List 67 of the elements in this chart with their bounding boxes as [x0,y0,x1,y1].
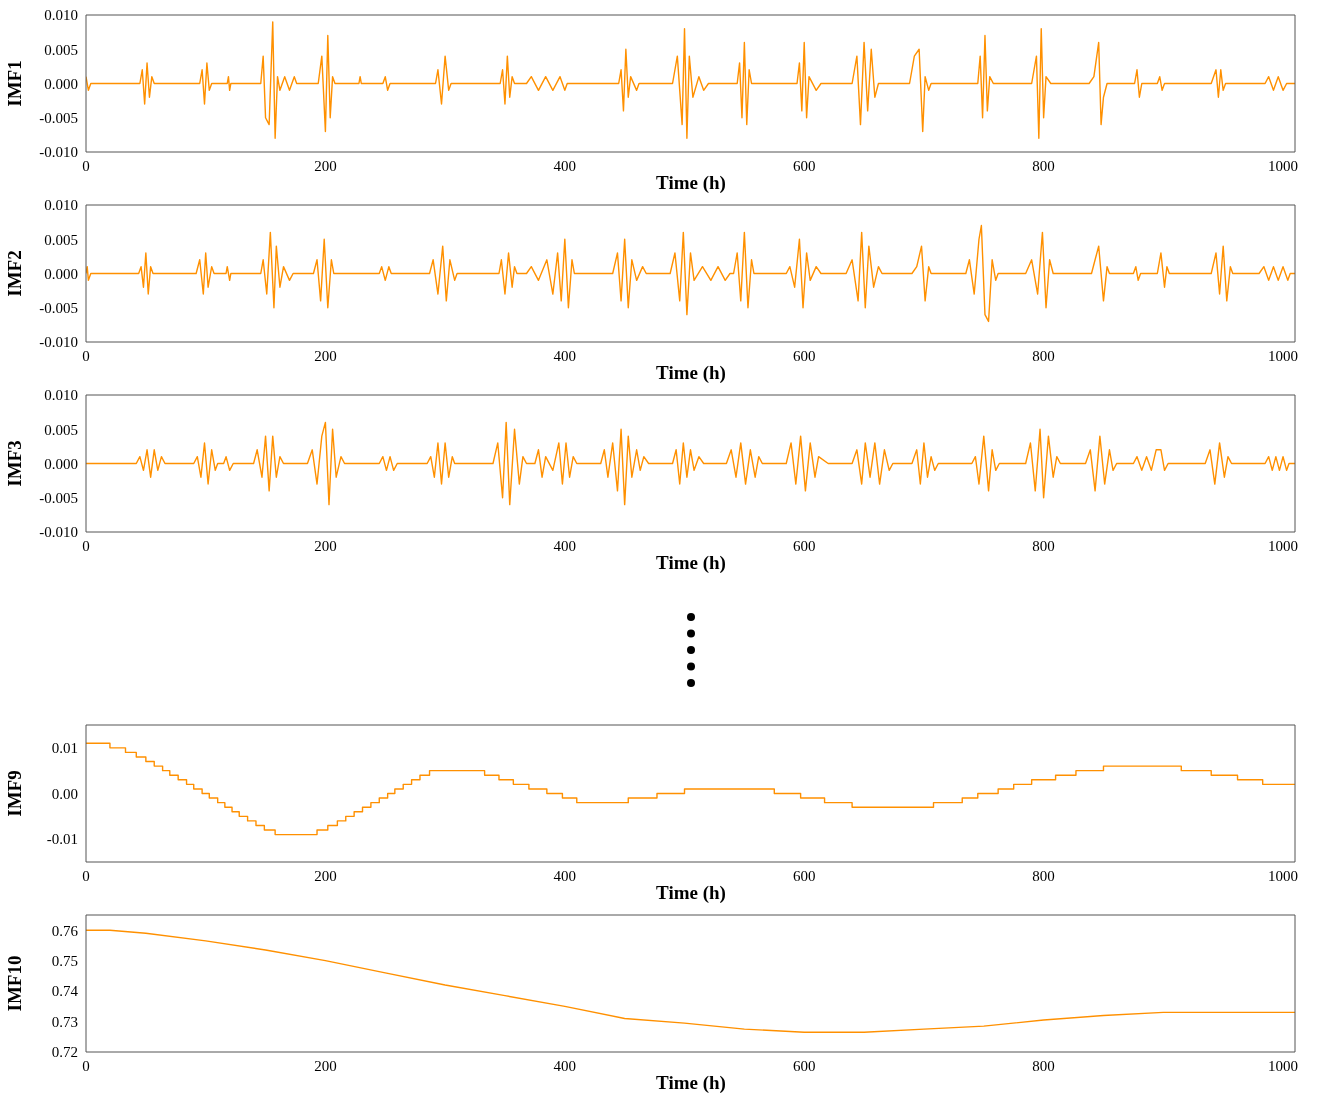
y-tick-label: 0.000 [44,265,78,282]
x-axis-title: Time (h) [656,1072,726,1093]
y-tick-label: -0.005 [39,300,78,317]
x-axis-title: Time (h) [656,882,726,903]
y-tick-label: 0.75 [51,952,78,969]
line-series [86,224,1295,323]
y-tick-label: -0.010 [39,144,78,161]
y-tick-label: 0.005 [44,421,78,438]
y-tick-label: 0.005 [44,41,78,58]
x-tick-label: 0 [82,157,90,174]
y-tick-label: 0.010 [44,387,78,404]
x-tick-label: 0 [82,867,90,884]
x-tick-label: 600 [792,867,816,884]
x-axis-title: Time (h) [656,552,726,573]
y-tick-label: -0.005 [39,490,78,507]
x-tick-label: 0 [82,1057,90,1074]
x-tick-label: 1000 [1268,347,1299,364]
y-tick-label: 0.73 [51,1013,78,1030]
y-tick-label: 0.74 [51,983,79,1000]
x-tick-label: 400 [553,157,577,174]
x-tick-label: 400 [553,347,577,364]
y-tick-label: 0.72 [51,1044,78,1061]
x-tick-label: 600 [792,1057,816,1074]
x-axis-title: Time (h) [656,362,726,383]
y-tick-label: 0.76 [51,922,79,939]
x-tick-label: 600 [792,157,816,174]
x-tick-label: 800 [1032,867,1055,884]
x-tick-label: 0 [82,537,90,554]
y-tick-label: 0.000 [44,75,78,92]
line-series [86,421,1295,506]
x-tick-label: 200 [314,1057,337,1074]
x-tick-label: 600 [792,537,816,554]
x-tick-label: 800 [1032,537,1055,554]
y-axis-title: IMF3 [3,440,25,487]
y-tick-label: 0.01 [51,740,78,757]
x-tick-label: 200 [314,347,337,364]
x-tick-label: 200 [314,537,337,554]
x-tick-label: 200 [314,157,337,174]
x-tick-label: 800 [1032,1057,1055,1074]
x-axis-title: Time (h) [656,172,726,193]
x-tick-label: 200 [314,867,337,884]
y-tick-label: -0.010 [39,524,78,541]
x-tick-label: 800 [1032,157,1055,174]
y-tick-label: 0.010 [44,197,78,214]
y-tick-label: -0.01 [46,831,78,848]
x-tick-label: 400 [553,537,577,554]
x-tick-label: 400 [553,867,577,884]
y-tick-label: 0.00 [51,785,78,802]
y-axis-title: IMF10 [3,955,25,1012]
x-tick-label: 0 [82,347,90,364]
y-axis-title: IMF9 [3,770,25,817]
y-axis-title: IMF1 [3,60,25,107]
x-tick-label: 400 [553,1057,577,1074]
line-series [86,929,1295,1033]
y-tick-label: 0.010 [44,7,78,24]
y-tick-label: 0.005 [44,231,78,248]
y-axis-title: IMF2 [3,250,25,297]
y-tick-label: -0.005 [39,110,78,127]
y-tick-label: 0.000 [44,455,78,472]
x-tick-label: 1000 [1268,867,1299,884]
x-tick-label: 1000 [1268,157,1299,174]
x-tick-label: 1000 [1268,537,1299,554]
x-tick-label: 600 [792,347,816,364]
x-tick-label: 1000 [1268,1057,1299,1074]
x-tick-label: 800 [1032,347,1055,364]
line-series [86,21,1295,139]
y-tick-label: -0.010 [39,334,78,351]
